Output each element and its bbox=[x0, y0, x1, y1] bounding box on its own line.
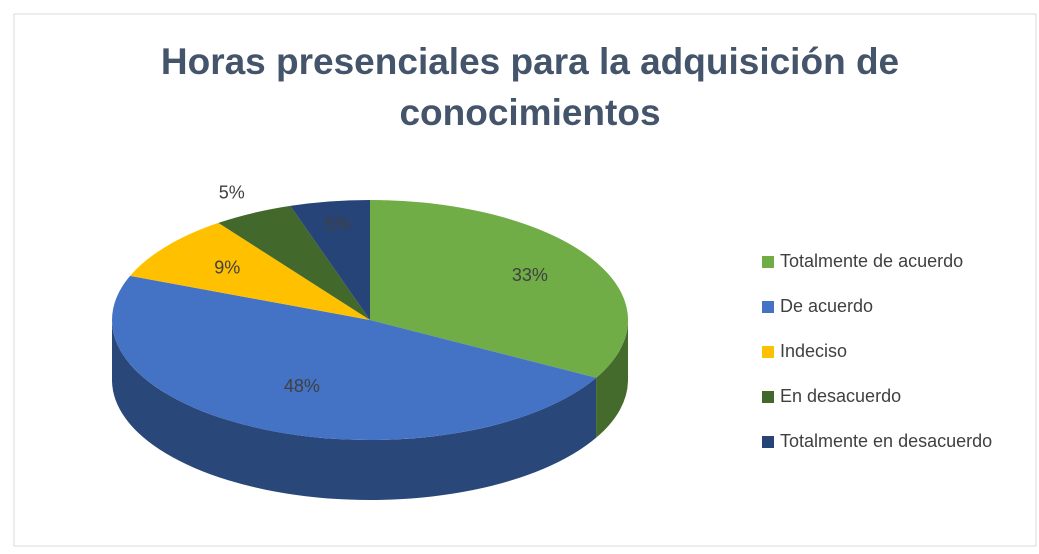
legend-label: Indeciso bbox=[780, 341, 847, 361]
slice bbox=[218, 205, 370, 320]
legend-label: Totalmente en desacuerdo bbox=[780, 431, 992, 451]
slice bbox=[130, 222, 370, 320]
legend-label: De acuerdo bbox=[780, 296, 873, 316]
data-label: 5% bbox=[219, 183, 245, 203]
slice bbox=[290, 200, 370, 320]
data-label: 48% bbox=[284, 376, 320, 396]
chart-title: Horas presenciales para la adquisición d… bbox=[160, 41, 900, 133]
legend-label: En desacuerdo bbox=[780, 386, 901, 406]
data-label: 33% bbox=[512, 265, 548, 285]
legend-label: Totalmente de acuerdo bbox=[780, 251, 963, 271]
slice-side bbox=[112, 320, 597, 501]
slice-side bbox=[596, 320, 628, 438]
slice bbox=[112, 275, 597, 440]
legend-swatch bbox=[762, 391, 774, 403]
legend-swatch bbox=[762, 346, 774, 358]
legend-swatch bbox=[762, 256, 774, 268]
legend-swatch bbox=[762, 436, 774, 448]
data-label: 5% bbox=[325, 214, 351, 234]
legend-swatch bbox=[762, 301, 774, 313]
data-label: 9% bbox=[214, 257, 240, 277]
slice bbox=[370, 200, 628, 378]
